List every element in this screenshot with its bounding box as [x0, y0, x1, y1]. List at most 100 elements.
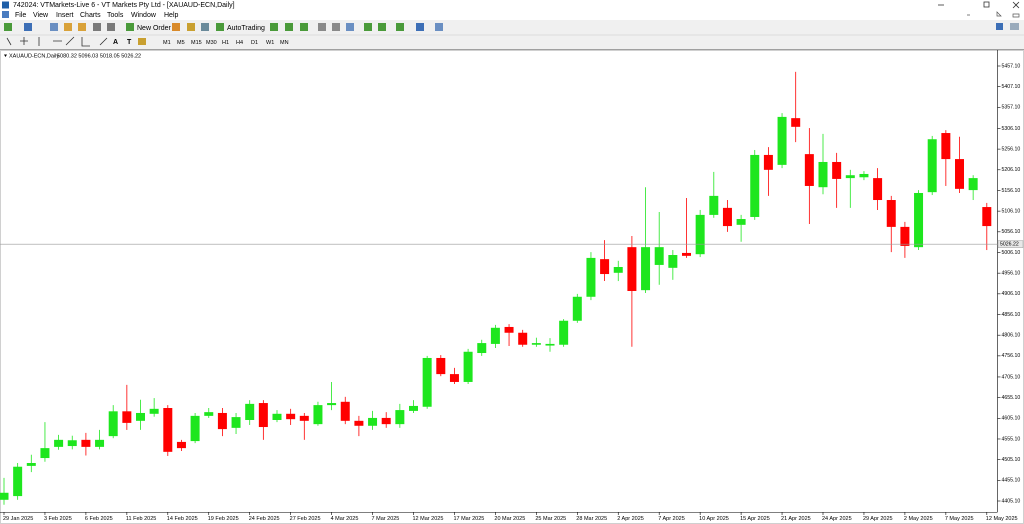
icon[interactable]: [78, 23, 86, 31]
candle-body: [13, 466, 23, 497]
candle-body: [258, 403, 268, 428]
candle-body: [777, 116, 787, 165]
x-tick-label: 2 Apr 2025: [617, 516, 644, 522]
y-tick-label: 4705.10: [1002, 374, 1021, 380]
icon[interactable]: [396, 23, 404, 31]
icon[interactable]: [50, 23, 58, 31]
toolbar-button[interactable]: New Order: [137, 25, 172, 32]
menu-item[interactable]: Insert: [56, 12, 74, 19]
chat-icon[interactable]: [1010, 23, 1019, 30]
timeframe-button[interactable]: M1: [163, 40, 171, 46]
timeframe-button[interactable]: D1: [251, 40, 258, 46]
menu-item[interactable]: Tools: [107, 12, 124, 19]
icon[interactable]: [138, 38, 146, 45]
icon[interactable]: [270, 23, 278, 31]
icon[interactable]: [24, 23, 32, 31]
text-tool[interactable]: A: [113, 39, 118, 46]
icon[interactable]: [187, 23, 195, 31]
candle-body: [600, 259, 610, 275]
timeframe-button[interactable]: W1: [266, 40, 274, 46]
drawing-tools[interactable]: [6, 36, 108, 47]
chart-menu-arrow[interactable]: [4, 54, 7, 58]
x-tick-label: 4 Mar 2025: [331, 516, 359, 522]
current-price-box: [997, 240, 1024, 248]
icon[interactable]: [346, 23, 354, 31]
ohlc-header: 5080.32 5096.03 5018.05 5026.22: [57, 53, 141, 59]
menu-item[interactable]: Charts: [80, 12, 101, 19]
icon[interactable]: [4, 23, 12, 31]
candle-body: [709, 195, 719, 215]
candle-body: [477, 343, 487, 354]
icon[interactable]: [285, 23, 293, 31]
x-tick-label: 24 Apr 2025: [822, 516, 852, 522]
y-tick-label: 4455.10: [1002, 478, 1021, 484]
candle-body: [327, 403, 337, 406]
icon[interactable]: [201, 23, 209, 31]
candle-body: [286, 413, 296, 420]
timeframe-button[interactable]: MN: [280, 40, 289, 46]
x-tick-label: 7 May 2025: [945, 516, 974, 522]
maximize-button[interactable]: [983, 1, 990, 8]
menu-item[interactable]: View: [33, 12, 49, 19]
icon[interactable]: [435, 23, 443, 31]
icon[interactable]: [216, 23, 224, 31]
x-tick-label: 2 May 2025: [904, 516, 933, 522]
y-tick-label: 5457.10: [1002, 63, 1021, 69]
y-tick-label: 4405.10: [1002, 498, 1021, 504]
timeframe-button[interactable]: H1: [222, 40, 229, 46]
timeframe-button[interactable]: M15: [191, 40, 202, 46]
candle-body: [176, 441, 186, 449]
candle-body: [518, 332, 528, 345]
y-tick-label: 4906.10: [1002, 291, 1021, 297]
icon[interactable]: [126, 23, 134, 31]
icon[interactable]: [378, 23, 386, 31]
x-tick-label: 14 Feb 2025: [167, 516, 198, 522]
icon[interactable]: [172, 23, 180, 31]
candle-body: [572, 296, 582, 321]
candle-body: [531, 343, 541, 345]
toolbar-icons: A T: [4, 23, 1019, 47]
menu-item[interactable]: File: [15, 12, 26, 19]
candle-body: [968, 178, 978, 191]
menu-item[interactable]: Help: [164, 12, 179, 19]
candle-body: [422, 357, 432, 407]
icon[interactable]: [318, 23, 326, 31]
icon[interactable]: [364, 23, 372, 31]
icon[interactable]: [300, 23, 308, 31]
candle-body: [845, 175, 855, 179]
x-tick-label: 7 Mar 2025: [372, 516, 400, 522]
candle-body: [941, 133, 951, 160]
timeframe-button[interactable]: M5: [177, 40, 185, 46]
candle-body: [26, 463, 36, 466]
label-tool[interactable]: T: [127, 39, 132, 46]
menu-controls[interactable]: [967, 11, 1020, 18]
search-icon[interactable]: [996, 23, 1003, 30]
x-tick-label: 10 Apr 2025: [699, 516, 729, 522]
candle-body: [272, 413, 282, 420]
candle-body: [859, 173, 869, 178]
x-tick-label: 7 Apr 2025: [658, 516, 685, 522]
candle-body: [627, 247, 637, 291]
icon[interactable]: [416, 23, 424, 31]
icon[interactable]: [93, 23, 101, 31]
candle-body: [818, 161, 828, 188]
candle-body: [873, 178, 883, 201]
menu-item[interactable]: Window: [131, 12, 157, 19]
icon[interactable]: [64, 23, 72, 31]
candle-body: [409, 405, 418, 411]
candle-body: [190, 415, 200, 442]
candle-body: [613, 267, 623, 273]
window-title: 742024: VTMarkets-Live 6 - VT Markets Pt…: [13, 2, 235, 9]
timeframe-button[interactable]: H4: [236, 40, 243, 46]
candle-body: [149, 408, 159, 414]
y-tick-label: 4605.10: [1002, 416, 1021, 422]
close-button[interactable]: [1012, 1, 1020, 9]
toolbar-button[interactable]: AutoTrading: [227, 25, 265, 32]
icon[interactable]: [107, 23, 115, 31]
candle-body: [381, 417, 391, 425]
candle-body: [586, 257, 596, 297]
icon[interactable]: [332, 23, 340, 31]
timeframe-button[interactable]: M30: [206, 40, 217, 46]
candle-body: [900, 226, 910, 246]
